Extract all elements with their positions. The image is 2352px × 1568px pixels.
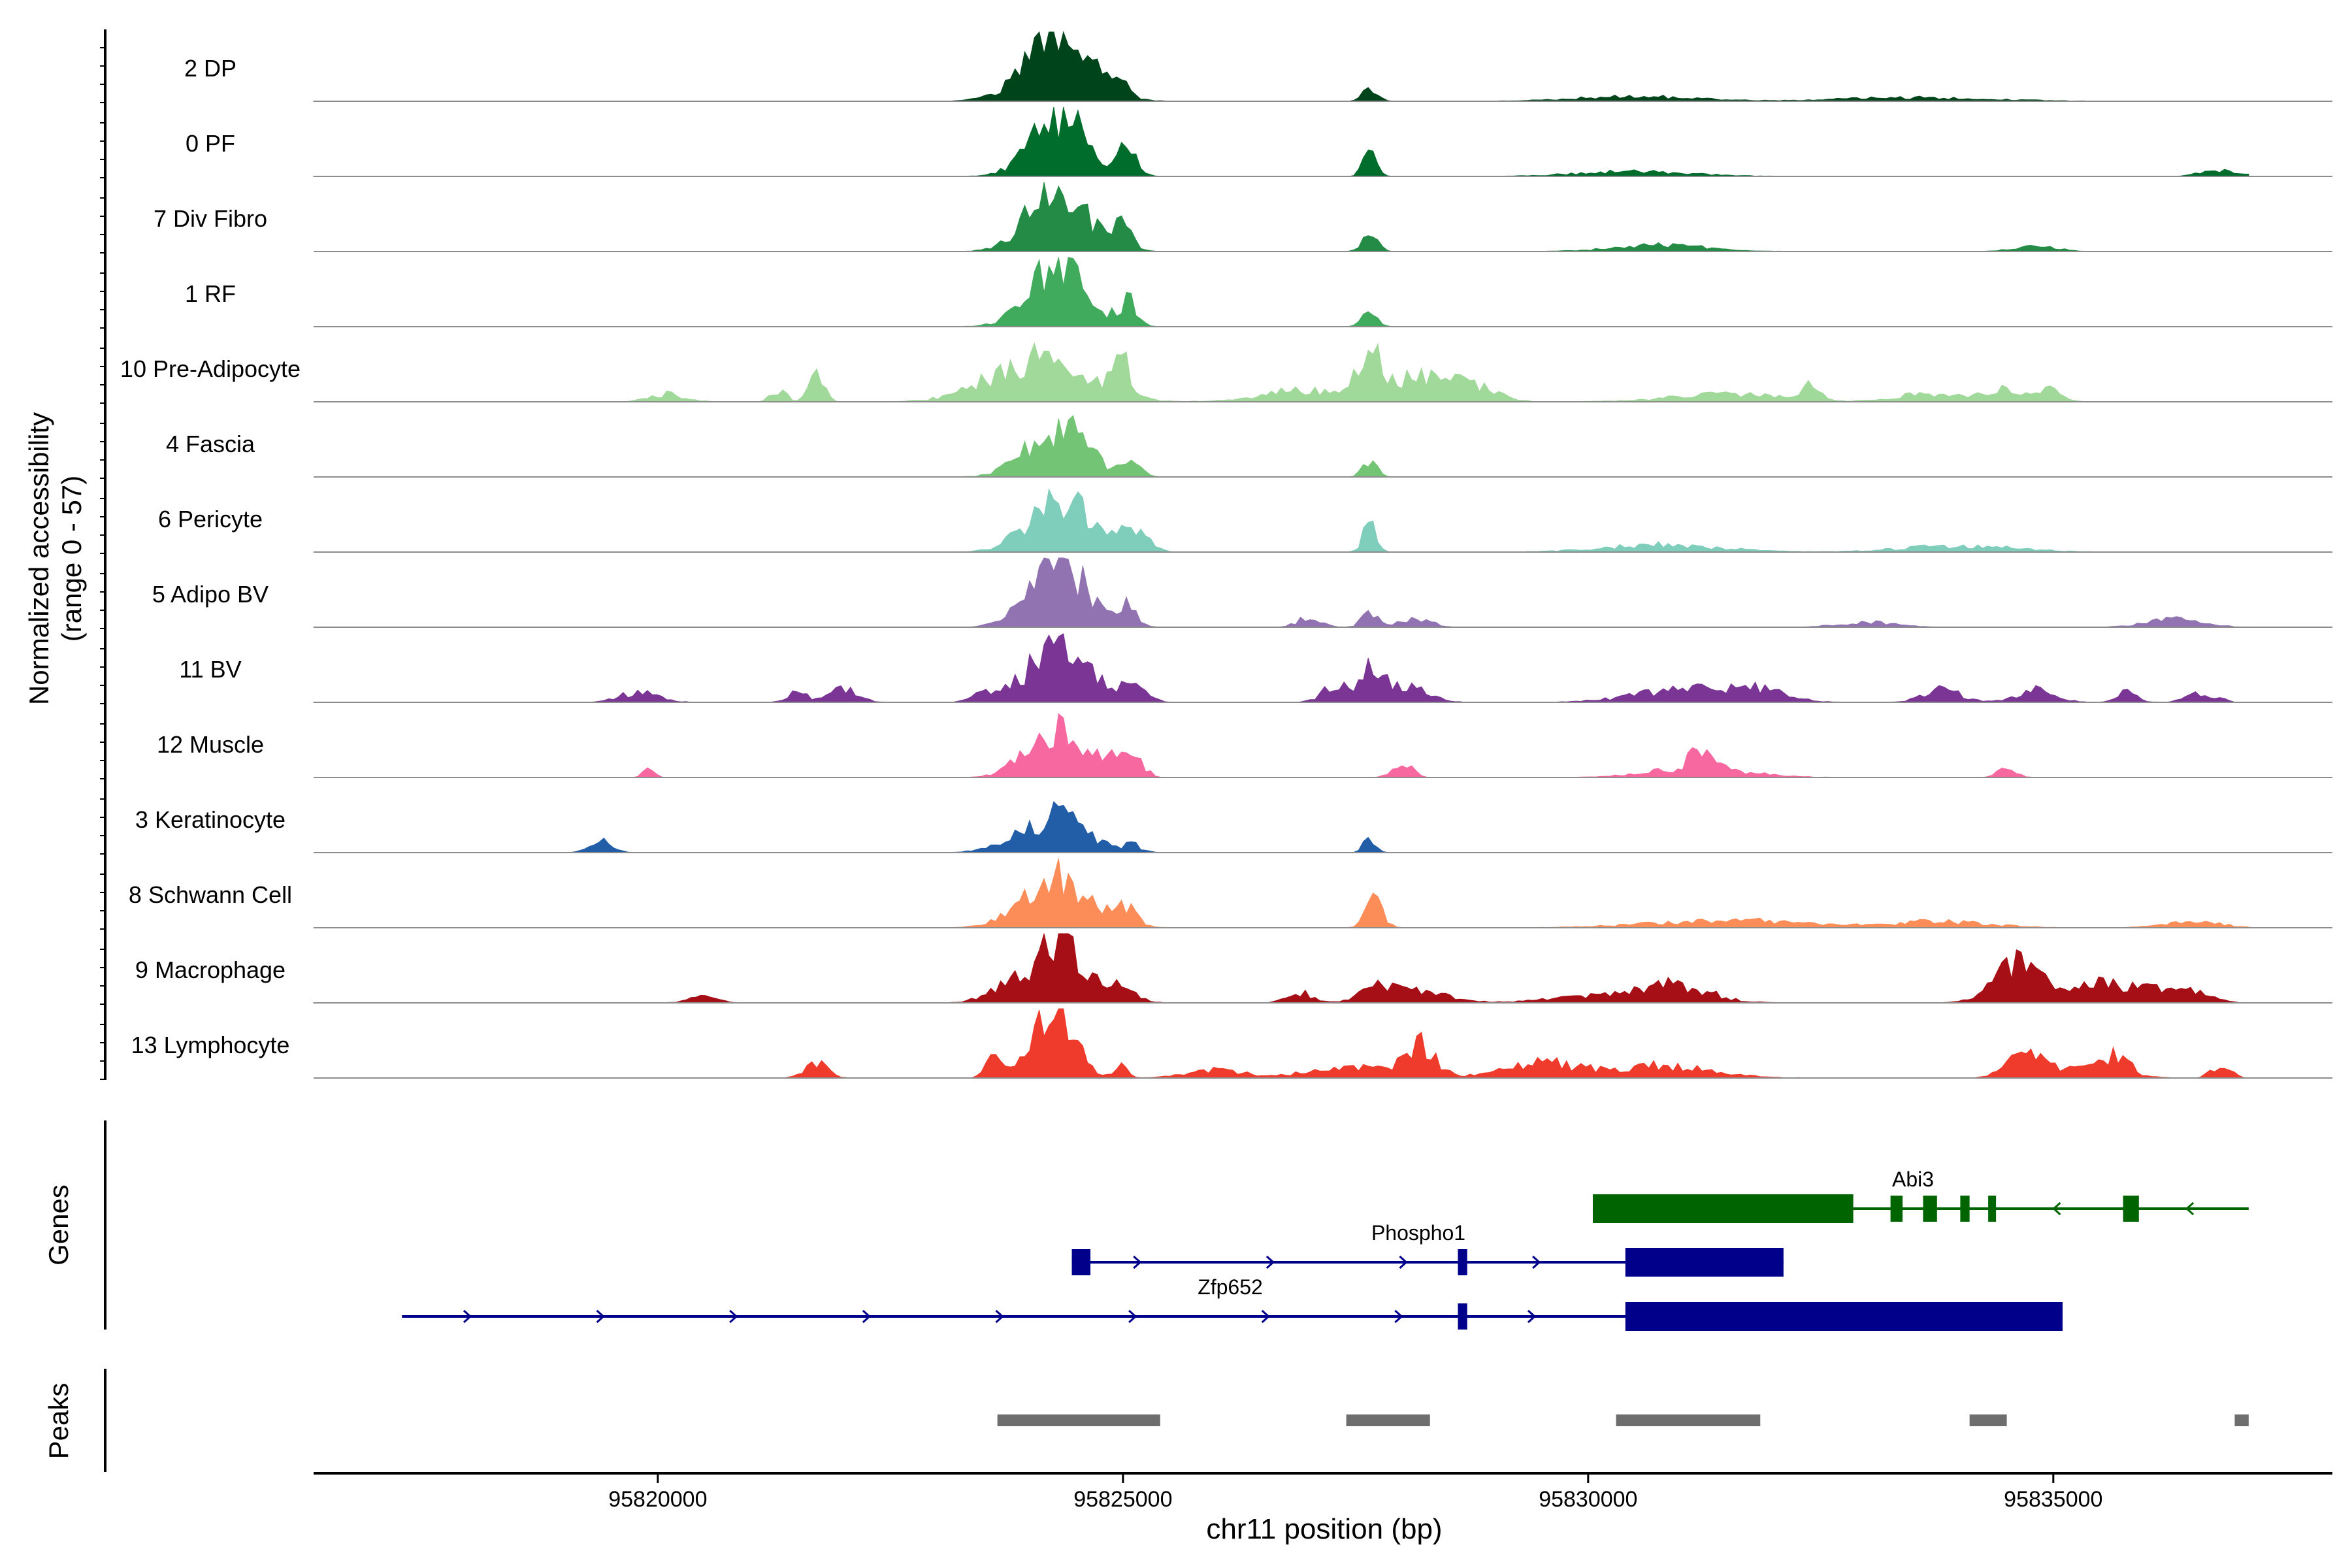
- strand-arrow: [1399, 1255, 1408, 1269]
- strand-arrow: [1261, 1309, 1270, 1324]
- tracks-y-ticks: [100, 47, 105, 1080]
- accessibility-tracks: 2 DP 0 PF 7 Div Fibro 1 RF 10 Pre-Adipocyte 4…: [120, 31, 2332, 1079]
- strand-arrow: [1394, 1309, 1403, 1324]
- strand-arrow: [1527, 1309, 1537, 1324]
- track-area-10: [314, 801, 2249, 853]
- track-label-10: 3 Keratinocyte: [135, 806, 286, 833]
- strand-arrow: [995, 1309, 1004, 1324]
- peak-region-4: [2234, 1414, 2249, 1426]
- strand-arrow: [1266, 1255, 1275, 1269]
- x-tick-label: 95820000: [608, 1487, 707, 1512]
- track-area-7: [313, 557, 2249, 628]
- x-tick-label: 95835000: [2004, 1487, 2102, 1512]
- strand-arrow: [2052, 1201, 2061, 1216]
- exon-Phospho1-1: [1458, 1249, 1467, 1275]
- track-label-8: 11 BV: [179, 656, 241, 683]
- exon-Abi3-4: [1988, 1196, 1997, 1222]
- exon-Zfp652-1: [1625, 1302, 2063, 1331]
- genes-panel-label: Genes: [43, 1184, 74, 1266]
- strand-arrow: [729, 1309, 738, 1324]
- track-area-13: [314, 1008, 2249, 1079]
- y-axis-range-label: (range 0 - 57): [56, 476, 87, 642]
- x-axis-label: chr11 position (bp): [1206, 1513, 1442, 1545]
- strand-arrow: [463, 1309, 472, 1324]
- strand-arrow: [1128, 1309, 1137, 1324]
- y-axis-label: Normalized accessibility: [24, 412, 54, 705]
- peak-region-0: [997, 1414, 1160, 1426]
- track-label-6: 6 Pericyte: [158, 506, 263, 532]
- track-area-5: [313, 415, 2249, 478]
- exon-Abi3-5: [2123, 1196, 2139, 1222]
- track-area-1: [313, 106, 2249, 177]
- track-label-7: 5 Adipo BV: [152, 581, 269, 608]
- track-label-13: 13 Lymphocyte: [131, 1032, 290, 1058]
- strand-arrow: [862, 1309, 872, 1324]
- track-label-9: 12 Muscle: [157, 731, 264, 758]
- exon-Abi3-3: [1960, 1196, 1970, 1222]
- exon-Abi3-1: [1890, 1196, 1903, 1222]
- track-label-2: 7 Div Fibro: [154, 205, 267, 232]
- gene-label-Phospho1: Phospho1: [1371, 1221, 1465, 1245]
- track-label-5: 4 Fascia: [166, 431, 255, 457]
- track-area-12: [313, 933, 2249, 1004]
- track-label-12: 9 Macrophage: [135, 956, 286, 983]
- peaks-panel-label: Peaks: [43, 1383, 74, 1460]
- strand-arrow: [2185, 1201, 2195, 1216]
- strand-arrow: [1532, 1255, 1541, 1269]
- track-area-8: [313, 633, 2249, 703]
- track-label-1: 0 PF: [186, 130, 235, 157]
- track-area-2: [313, 182, 2249, 252]
- exon-Zfp652-0: [1458, 1303, 1467, 1330]
- track-label-11: 8 Schwann Cell: [129, 881, 292, 908]
- strand-arrow: [596, 1309, 605, 1324]
- exon-Abi3-2: [1923, 1196, 1937, 1222]
- track-label-4: 10 Pre-Adipocyte: [120, 355, 301, 382]
- x-axis-ticks: 95820000 95825000 95830000 95835000: [608, 1473, 2102, 1512]
- peak-region-1: [1346, 1414, 1430, 1426]
- peak-region-2: [1616, 1414, 1761, 1426]
- exon-Phospho1-0: [1071, 1249, 1091, 1275]
- track-area-4: [313, 342, 2249, 402]
- exon-Abi3-0: [1592, 1194, 1854, 1223]
- peak-region-3: [1969, 1414, 2007, 1426]
- track-area-3: [313, 257, 2249, 327]
- track-area-9: [314, 713, 2249, 778]
- gene-label-Zfp652: Zfp652: [1198, 1275, 1263, 1299]
- track-area-0: [313, 31, 2249, 102]
- strand-arrow: [1133, 1255, 1142, 1269]
- track-area-6: [313, 488, 2249, 553]
- track-label-3: 1 RF: [185, 280, 236, 307]
- track-area-11: [313, 858, 2249, 928]
- gene-label-Abi3: Abi3: [1892, 1168, 1934, 1191]
- peak-regions-track: [997, 1414, 2249, 1426]
- x-tick-label: 95825000: [1073, 1487, 1172, 1512]
- exon-Phospho1-2: [1625, 1248, 1784, 1277]
- x-tick-label: 95830000: [1539, 1487, 1637, 1512]
- gene-annotation-track: Abi3 Phospho1 Zfp652: [402, 1168, 2249, 1331]
- track-label-0: 2 DP: [184, 55, 237, 82]
